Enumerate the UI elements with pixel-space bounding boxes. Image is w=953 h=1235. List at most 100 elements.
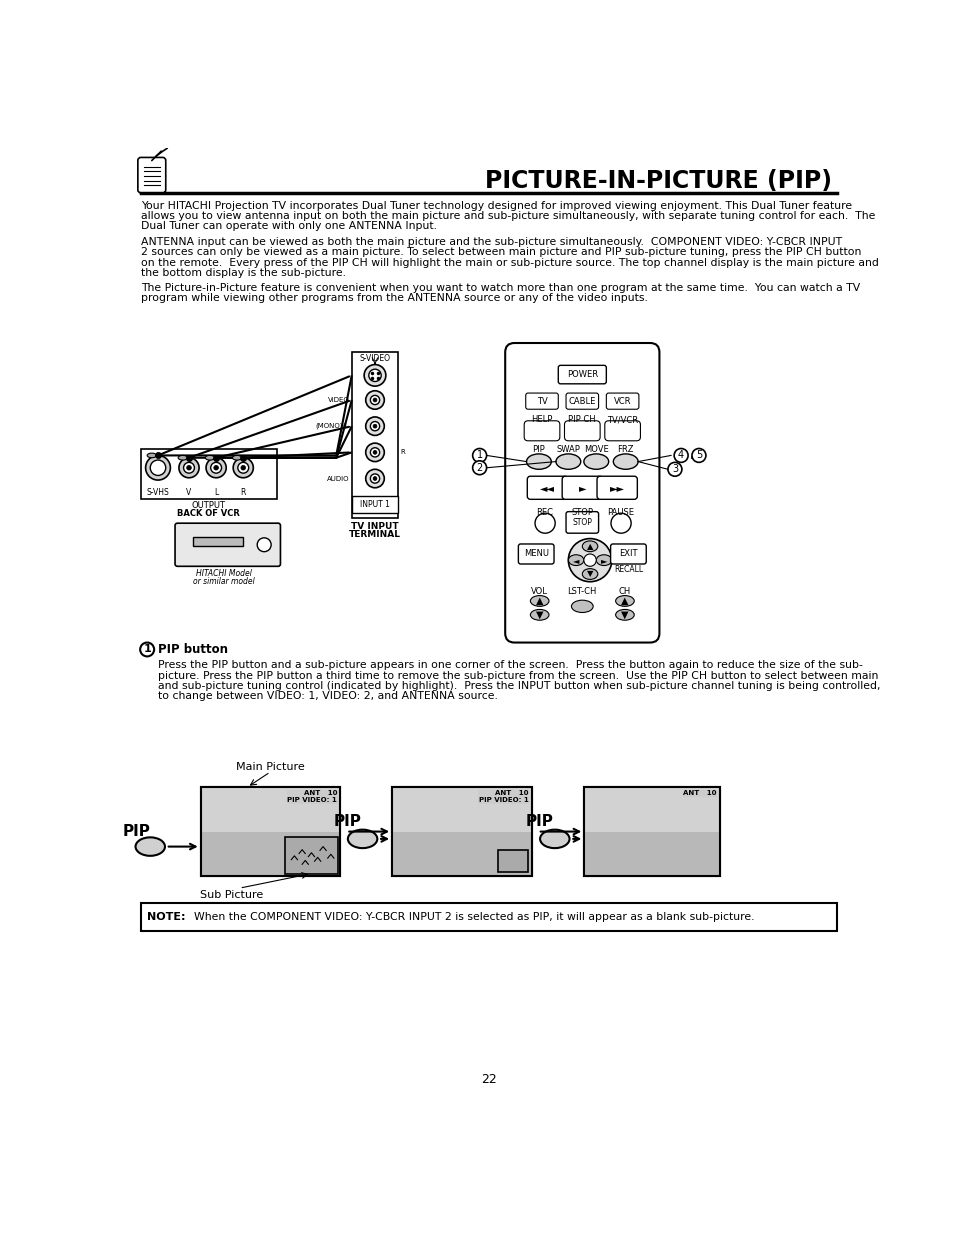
Circle shape (370, 474, 379, 483)
FancyBboxPatch shape (597, 477, 637, 499)
Text: PIP button: PIP button (158, 643, 228, 656)
Circle shape (365, 443, 384, 462)
Circle shape (373, 477, 376, 480)
Text: STOP: STOP (572, 517, 592, 527)
Bar (285, 836, 337, 873)
FancyBboxPatch shape (564, 421, 599, 441)
Ellipse shape (526, 454, 551, 469)
FancyBboxPatch shape (174, 524, 280, 567)
Text: SWAP: SWAP (556, 445, 579, 453)
Text: ANT   10: ANT 10 (682, 790, 716, 797)
Circle shape (211, 462, 221, 473)
FancyBboxPatch shape (137, 157, 166, 193)
Bar (200, 831, 340, 876)
Circle shape (365, 469, 384, 488)
Bar (352, 352, 397, 517)
Ellipse shape (530, 609, 548, 620)
Ellipse shape (135, 837, 165, 856)
Circle shape (206, 458, 226, 478)
Text: Main Picture: Main Picture (235, 762, 304, 772)
Text: TV/VCR: TV/VCR (606, 415, 638, 425)
Text: ◄: ◄ (572, 556, 578, 564)
Text: HITACHI Model: HITACHI Model (195, 568, 252, 578)
Text: Press the PIP button and a sub-picture appears in one corner of the screen.  Pre: Press the PIP button and a sub-picture a… (158, 661, 862, 671)
FancyBboxPatch shape (517, 543, 554, 564)
Text: ANT   10
PIP VIDEO: 1: ANT 10 PIP VIDEO: 1 (478, 790, 528, 804)
Circle shape (472, 461, 486, 474)
Text: 5: 5 (695, 451, 701, 461)
Bar (352, 496, 397, 514)
Text: ►: ► (600, 556, 607, 564)
Circle shape (150, 461, 166, 475)
Text: R: R (240, 488, 246, 496)
FancyBboxPatch shape (565, 393, 598, 409)
Ellipse shape (205, 456, 214, 461)
Circle shape (373, 451, 376, 454)
Ellipse shape (581, 541, 598, 552)
FancyBboxPatch shape (523, 421, 559, 441)
Ellipse shape (613, 454, 638, 469)
Text: EXIT: EXIT (618, 550, 637, 558)
Circle shape (610, 514, 631, 534)
Bar (200, 787, 340, 876)
FancyBboxPatch shape (606, 393, 639, 409)
Text: REC: REC (536, 508, 553, 516)
Circle shape (365, 390, 384, 409)
Bar (200, 787, 340, 876)
Text: POWER: POWER (566, 370, 598, 379)
Text: RECALL: RECALL (613, 564, 642, 574)
Ellipse shape (147, 453, 156, 458)
Text: picture. Press the PIP button a third time to remove the sub-picture from the sc: picture. Press the PIP button a third ti… (158, 671, 878, 680)
Text: PIP: PIP (333, 814, 360, 830)
Ellipse shape (348, 830, 377, 848)
Text: Sub Picture: Sub Picture (200, 889, 263, 900)
Text: S-VIDEO: S-VIDEO (359, 353, 390, 363)
Bar (497, 851, 527, 872)
Circle shape (364, 364, 385, 387)
Text: ▼: ▼ (536, 610, 543, 620)
Ellipse shape (530, 595, 548, 606)
Text: Your HITACHI Projection TV incorporates Dual Tuner technology designed for impro: Your HITACHI Projection TV incorporates … (141, 200, 851, 210)
Text: ▼: ▼ (586, 569, 593, 578)
Text: HELP: HELP (531, 415, 552, 425)
Text: S-VHS: S-VHS (147, 488, 170, 496)
Text: 4: 4 (678, 451, 683, 461)
Ellipse shape (539, 830, 569, 848)
Circle shape (373, 398, 376, 401)
Circle shape (140, 642, 154, 656)
Text: 3: 3 (671, 464, 678, 474)
Bar (583, 787, 720, 876)
FancyBboxPatch shape (565, 511, 598, 534)
Bar (583, 787, 720, 831)
Text: PIP: PIP (532, 445, 545, 453)
Bar (583, 787, 720, 876)
Text: V: V (186, 488, 192, 496)
Text: L: L (213, 488, 218, 496)
Text: ►►: ►► (609, 483, 624, 493)
Text: the bottom display is the sub-picture.: the bottom display is the sub-picture. (141, 268, 346, 278)
Text: TV INPUT: TV INPUT (351, 521, 398, 531)
Bar (193, 537, 243, 546)
Text: 22: 22 (480, 1073, 497, 1087)
Text: PIP: PIP (525, 814, 553, 830)
Text: (MONO)/L: (MONO)/L (315, 422, 349, 430)
Text: PIP: PIP (122, 824, 150, 839)
Bar (200, 787, 340, 831)
Circle shape (472, 448, 486, 462)
Text: or similar model: or similar model (193, 577, 254, 587)
Text: AUDIO: AUDIO (327, 475, 349, 482)
Text: ▼: ▼ (620, 610, 628, 620)
Text: to change between VIDEO: 1, VIDEO: 2, and ANTENNA source.: to change between VIDEO: 1, VIDEO: 2, an… (158, 692, 497, 701)
Text: and sub-picture tuning control (indicated by highlight).  Press the INPUT button: and sub-picture tuning control (indicate… (158, 680, 880, 692)
Text: CH: CH (618, 587, 630, 597)
FancyBboxPatch shape (610, 543, 645, 564)
FancyBboxPatch shape (558, 366, 606, 384)
Circle shape (691, 448, 705, 462)
Ellipse shape (233, 456, 241, 461)
Text: VIDEO: VIDEO (327, 396, 349, 403)
Circle shape (241, 466, 245, 471)
Circle shape (233, 458, 253, 478)
Circle shape (213, 466, 218, 471)
Circle shape (667, 462, 681, 477)
Text: VOL: VOL (531, 587, 548, 597)
